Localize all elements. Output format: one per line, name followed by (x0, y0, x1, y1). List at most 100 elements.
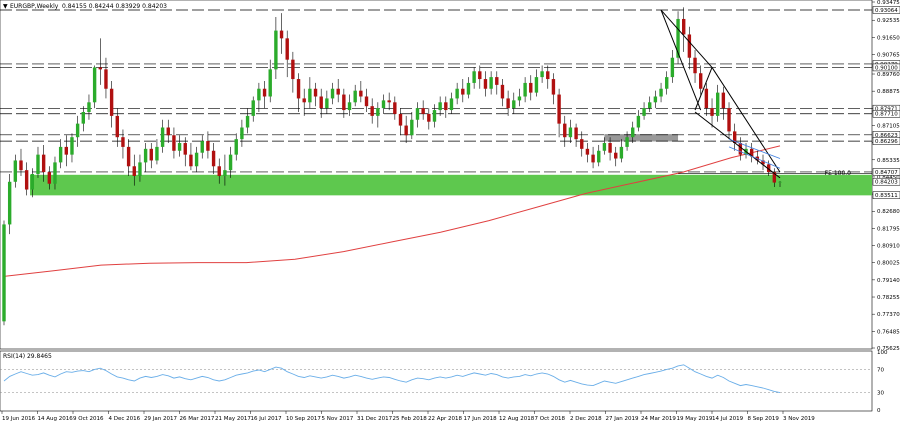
time-tick-label: 16 Jul 2017 (251, 416, 283, 422)
price-tick-label: 0.79140 (877, 278, 900, 284)
candle-body (64, 146, 69, 155)
candle-body (732, 131, 737, 144)
candle-body (172, 135, 176, 151)
candle-body (211, 150, 216, 167)
candle-body (104, 69, 108, 89)
candle-body (415, 108, 420, 120)
price-level-tag (872, 6, 900, 14)
price-tick-label: 0.80025 (877, 261, 900, 267)
price-tick-label: 0.75625 (877, 346, 900, 352)
price-tick-label: 0.85335 (877, 158, 900, 164)
symbol-label: EURGBP,Weekly (10, 3, 59, 10)
candle-body (546, 71, 550, 80)
candle-body (149, 148, 153, 161)
time-tick-label: 5 Nov 2017 (322, 416, 354, 422)
time-tick-label: 10 Sep 2017 (286, 416, 321, 422)
price-tick-label: 0.80910 (877, 244, 900, 250)
price-level-label: 0.87710 (875, 112, 898, 118)
price-level-label: 0.93064 (875, 8, 898, 14)
candle-body (772, 172, 777, 183)
channel-line (728, 146, 781, 169)
candle-body (557, 94, 561, 124)
price-tick-label: 0.89760 (877, 72, 900, 78)
time-tick-label: 31 Dec 2017 (357, 416, 393, 422)
candle-body (540, 71, 544, 78)
time-tick-label: 2 Dec 2018 (570, 416, 602, 422)
candle-body (302, 98, 306, 103)
candle-body (625, 137, 629, 147)
time-tick-label: 14 Jul 2019 (712, 416, 744, 422)
price-level-tag (872, 109, 900, 118)
pattern-line (660, 9, 713, 68)
candle-body (19, 160, 23, 171)
candle-body (245, 115, 250, 128)
candle-body (177, 143, 182, 151)
candle-body (274, 30, 278, 70)
candle-body (404, 125, 408, 136)
price-tick-label: 0.92535 (877, 18, 900, 24)
pattern-line (711, 67, 781, 173)
time-tick-label: 7 Oct 2018 (535, 416, 566, 422)
moving-average-layer (3, 145, 781, 277)
candle-body (699, 73, 703, 89)
candle-body (2, 224, 6, 322)
candle-body (636, 115, 641, 128)
moving-average-line (3, 145, 781, 277)
rsi-tick-label: 70 (877, 367, 884, 373)
candle-body (296, 79, 301, 99)
candle-body (478, 71, 482, 80)
candle-body (13, 160, 18, 182)
rsi-tick-label: 0 (877, 408, 881, 414)
candle-body (353, 90, 357, 103)
candle-body (189, 154, 193, 167)
candle-body (291, 59, 295, 80)
price-level-label: 0.87971 (875, 107, 898, 113)
price-tick-label: 0.91650 (877, 35, 900, 41)
candle-body (693, 57, 697, 74)
candle-body (70, 137, 74, 155)
candle-body (47, 172, 52, 184)
time-tick-label: 9 Oct 2016 (73, 416, 104, 422)
candle-body (580, 139, 584, 149)
candle-body (206, 141, 210, 151)
candle-body (517, 96, 522, 101)
drawings-layer (660, 9, 781, 179)
candle-body (506, 98, 510, 109)
candle-body (92, 67, 97, 103)
candle-body (200, 141, 204, 153)
candle-body (461, 88, 465, 95)
candle-body (183, 143, 187, 155)
candle-body (421, 108, 425, 114)
candle-body (36, 154, 40, 175)
candle-body (217, 166, 221, 176)
candle-body (551, 79, 556, 95)
fe-label: FE 100.0 (825, 170, 852, 177)
time-axis: 19 Jun 2016 14 Aug 2016 9 Oct 2016 4 Dec 20… (1, 411, 815, 422)
candle-body (268, 69, 272, 97)
candle-body (585, 148, 590, 155)
candle-body (642, 108, 646, 116)
candle-body (81, 112, 85, 124)
candle-body (608, 143, 612, 153)
time-tick-label: 4 Dec 2016 (109, 416, 141, 422)
candle-body (359, 90, 363, 97)
rsi-layer: 100 70 30 0 (0, 350, 888, 414)
candle-body (563, 123, 567, 138)
price-level-label: 0.86623 (875, 133, 898, 139)
candle-body (313, 88, 318, 97)
candle-body (330, 88, 335, 99)
rsi-label: RSI(14) 29.8465 (3, 353, 52, 360)
price-level-tag (872, 137, 900, 145)
candle-body (166, 127, 170, 136)
price-levels-layer (0, 9, 872, 174)
candle-body (30, 174, 35, 190)
ohlc-label: 0.84155 0.84244 0.83929 0.84203 (62, 3, 167, 10)
candle-body (489, 77, 493, 89)
price-tick-label: 0.84450 (877, 175, 900, 181)
candle-body (687, 34, 692, 58)
candle-body (228, 154, 233, 171)
candle-body (466, 82, 471, 95)
price-level-label: 0.84203 (875, 180, 898, 186)
candle-body (602, 143, 607, 151)
